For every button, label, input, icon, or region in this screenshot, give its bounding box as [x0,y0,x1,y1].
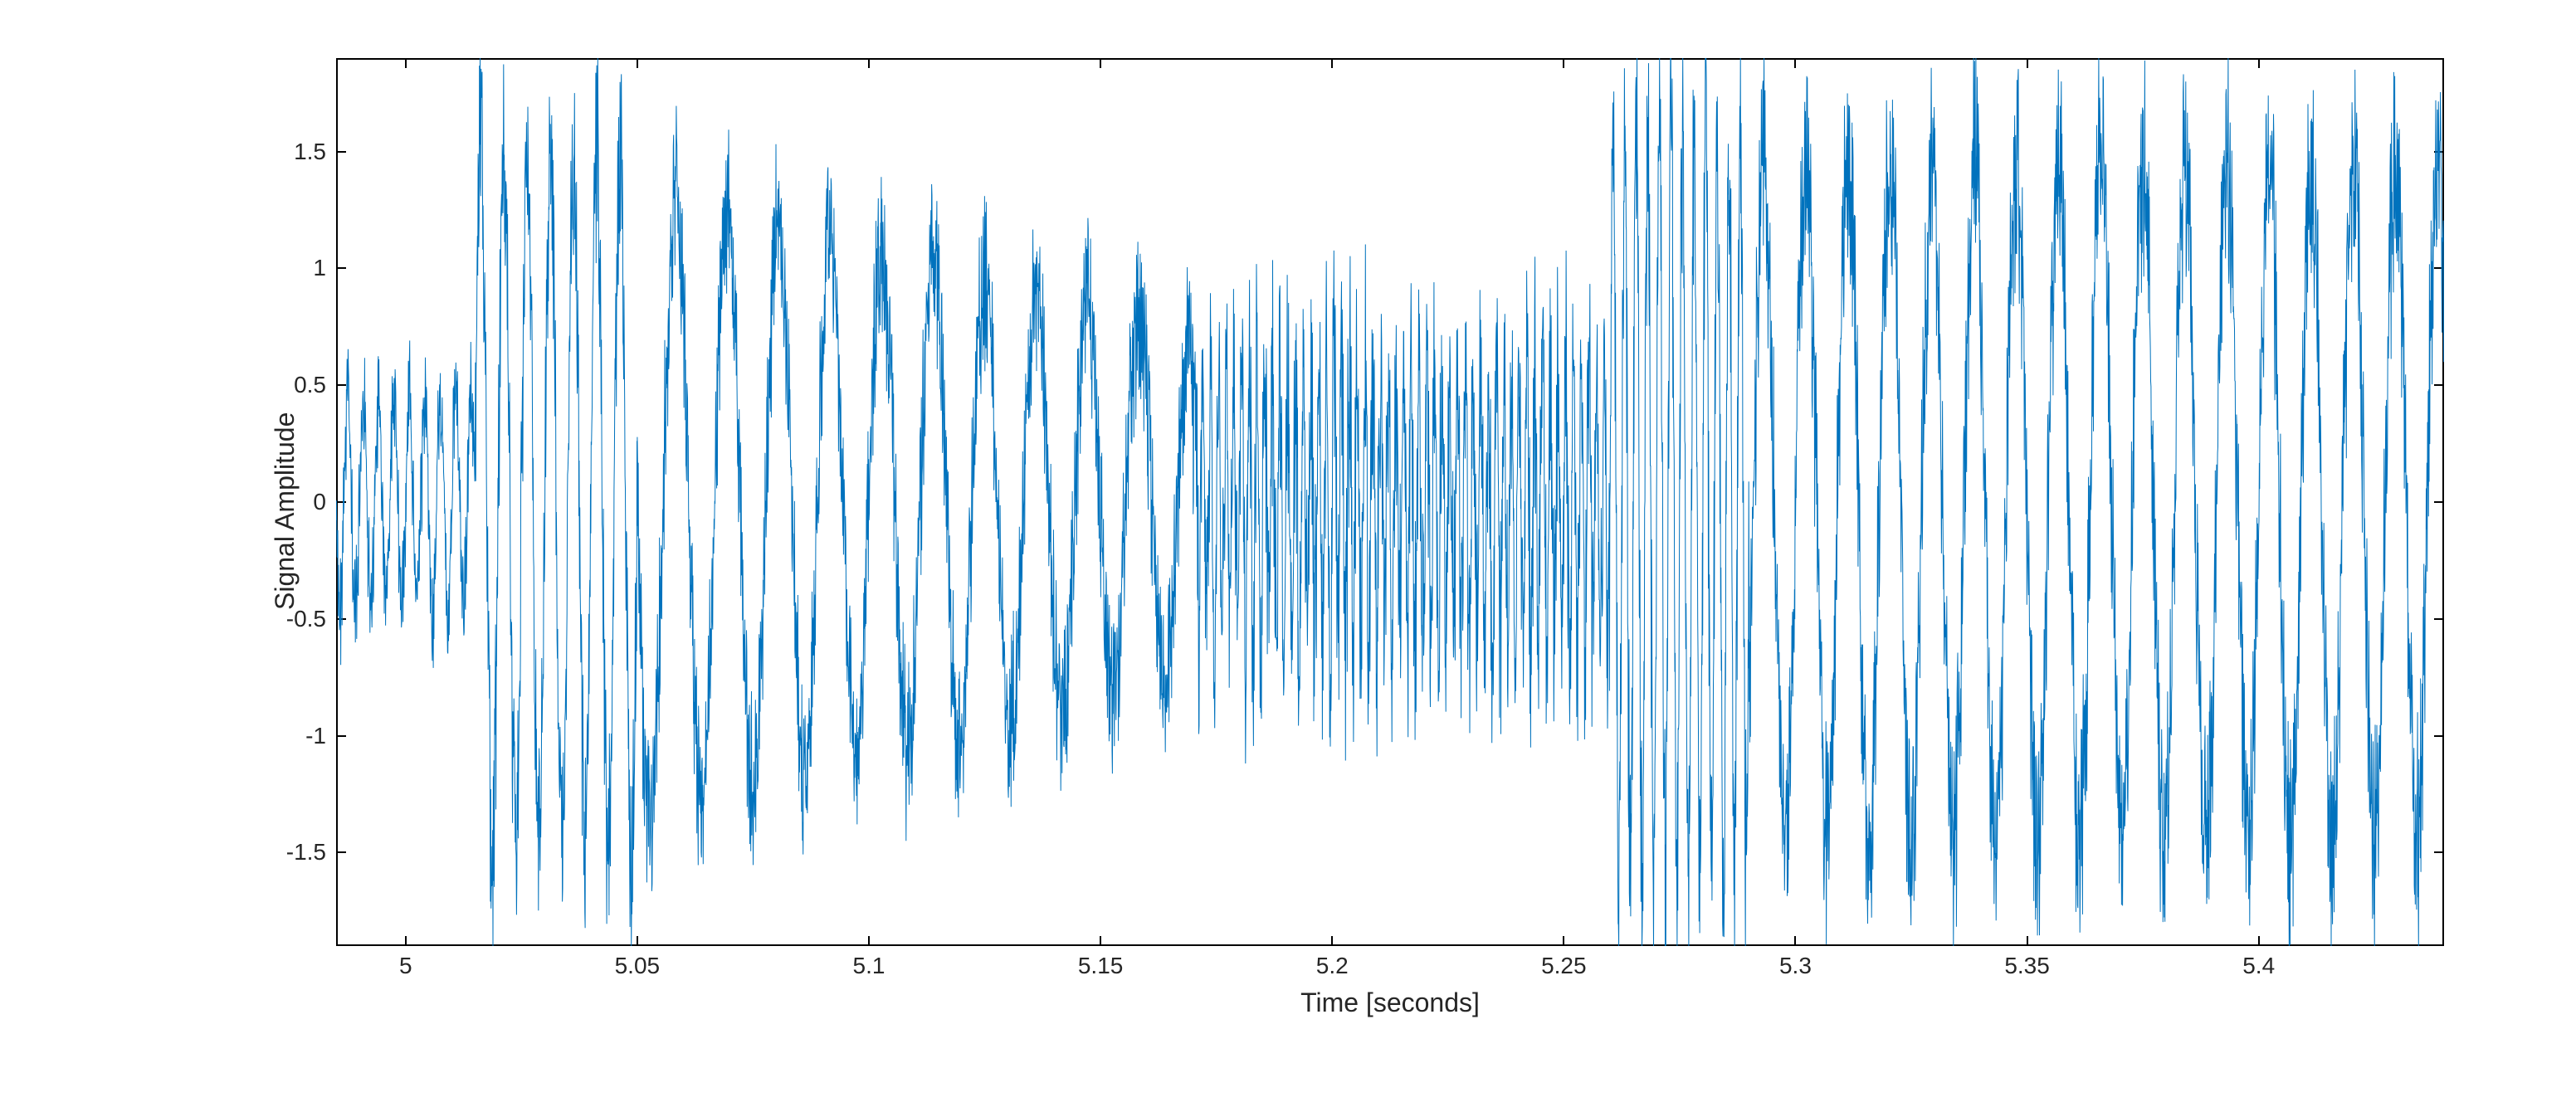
signal-line [336,58,2444,946]
signal-chart: 55.055.15.155.25.255.35.355.4-1.5-1-0.50… [0,0,2576,1112]
signal-svg [0,0,2576,1112]
